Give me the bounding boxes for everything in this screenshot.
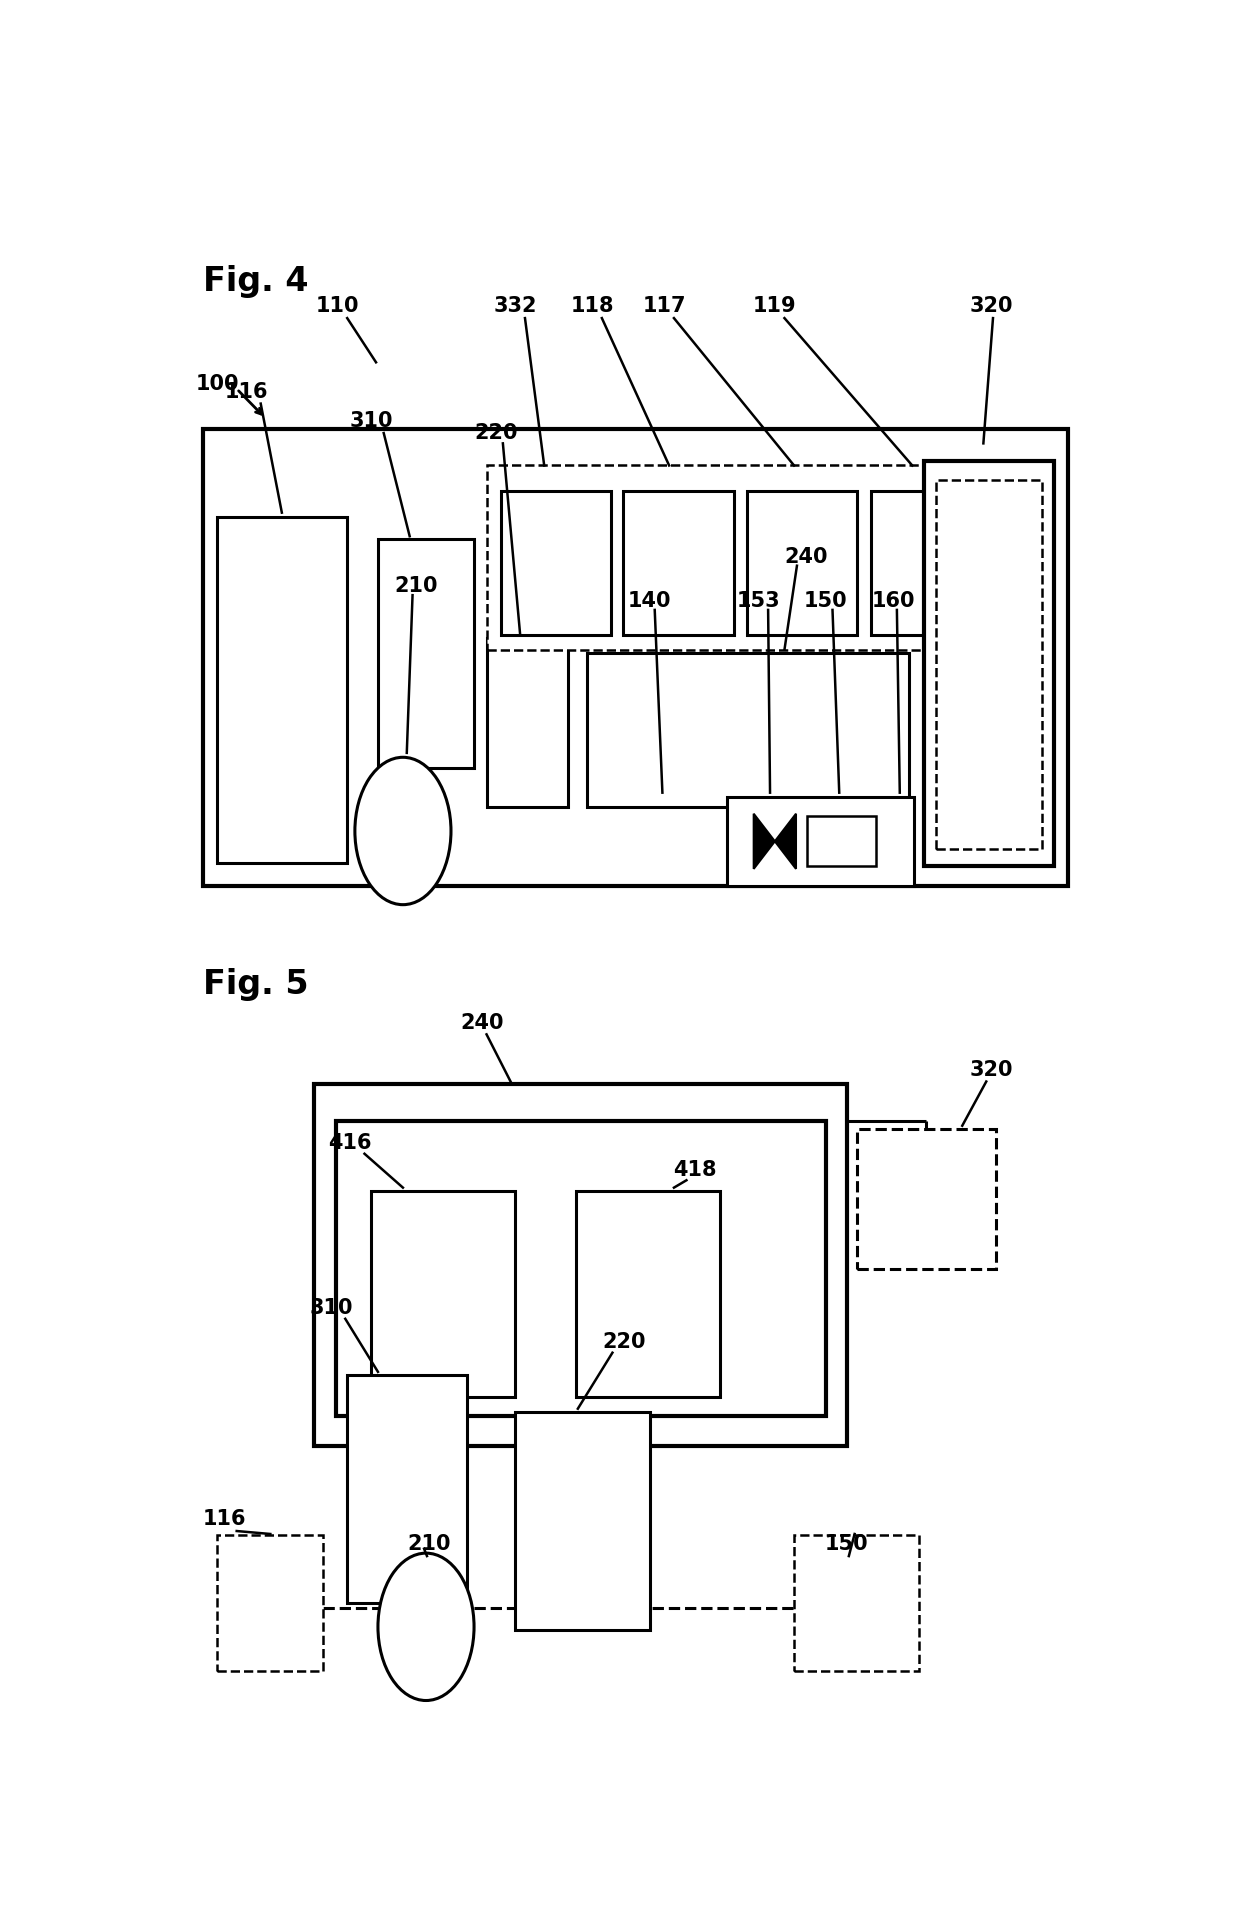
Bar — [336, 1122, 826, 1416]
Bar — [924, 461, 1054, 867]
Text: 117: 117 — [642, 297, 686, 316]
Bar — [516, 1413, 650, 1631]
Bar — [622, 490, 734, 635]
Bar — [870, 490, 962, 635]
Circle shape — [378, 1552, 474, 1700]
Text: 320: 320 — [970, 297, 1013, 316]
Bar — [857, 1129, 996, 1269]
Text: 150: 150 — [804, 591, 848, 611]
Bar — [203, 429, 1068, 886]
Bar — [217, 1535, 324, 1671]
Text: 119: 119 — [753, 297, 796, 316]
Text: 310: 310 — [350, 412, 393, 431]
Text: 210: 210 — [394, 576, 438, 597]
Bar — [217, 517, 347, 863]
Text: 310: 310 — [309, 1298, 352, 1319]
Bar — [575, 1191, 720, 1397]
Text: 153: 153 — [737, 591, 780, 611]
Bar — [378, 540, 474, 768]
Text: 116: 116 — [202, 1510, 246, 1529]
Bar — [806, 815, 875, 867]
Text: 160: 160 — [872, 591, 915, 611]
Text: 240: 240 — [460, 1013, 503, 1032]
Text: 118: 118 — [570, 297, 614, 316]
Polygon shape — [775, 813, 796, 869]
Bar — [371, 1191, 516, 1397]
Text: 150: 150 — [825, 1535, 869, 1554]
Text: 416: 416 — [329, 1133, 372, 1154]
Bar — [746, 490, 858, 635]
Bar — [936, 480, 1042, 848]
Bar — [727, 796, 914, 886]
Bar — [501, 490, 611, 635]
Text: 418: 418 — [673, 1160, 717, 1179]
Text: 332: 332 — [494, 297, 537, 316]
Text: Fig. 5: Fig. 5 — [203, 968, 309, 1001]
Text: 210: 210 — [407, 1535, 450, 1554]
Polygon shape — [754, 813, 775, 869]
Text: 100: 100 — [196, 375, 239, 394]
Bar — [794, 1535, 919, 1671]
Circle shape — [355, 758, 451, 905]
Bar — [486, 465, 1001, 649]
Text: Fig. 4: Fig. 4 — [203, 264, 309, 299]
Text: 240: 240 — [785, 547, 828, 567]
Bar — [347, 1374, 467, 1604]
Bar — [314, 1085, 847, 1445]
Bar — [486, 637, 568, 808]
Bar — [588, 653, 909, 808]
Text: 320: 320 — [970, 1060, 1013, 1079]
Text: 116: 116 — [224, 381, 268, 402]
Text: 220: 220 — [603, 1332, 646, 1353]
Text: 110: 110 — [316, 297, 360, 316]
Text: 140: 140 — [629, 591, 672, 611]
Text: 220: 220 — [475, 423, 518, 442]
